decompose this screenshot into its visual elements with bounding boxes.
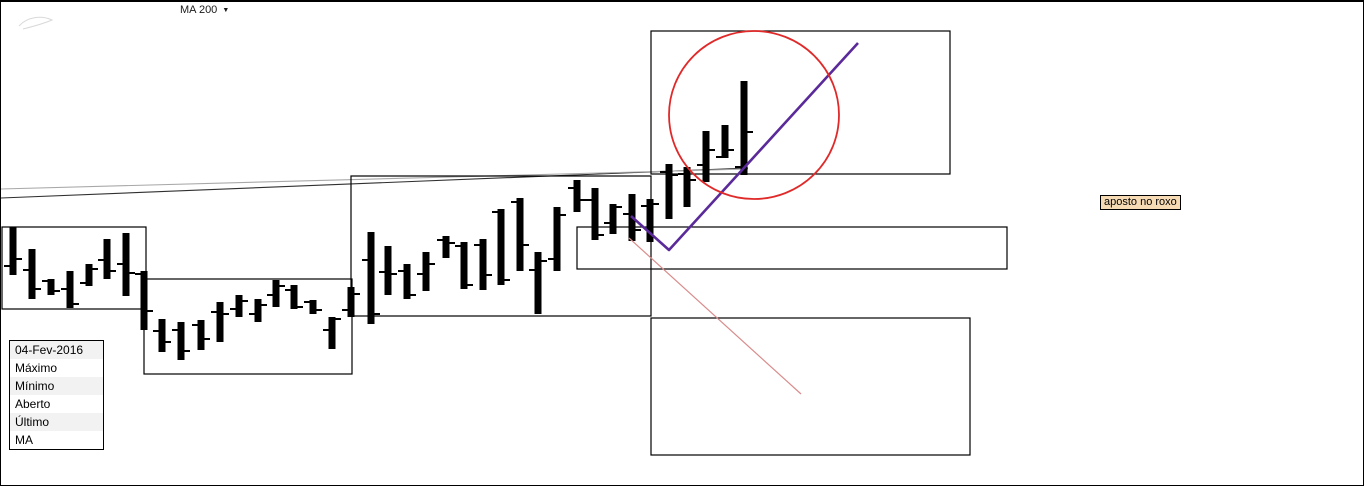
candlestick-bar xyxy=(158,319,166,352)
dropdown-arrow-icon: ▼ xyxy=(222,6,230,14)
candlestick-bar xyxy=(422,252,430,291)
candlestick-bar xyxy=(665,164,673,219)
scribble-mark xyxy=(18,16,54,30)
candlestick-bar xyxy=(683,167,691,207)
candlestick-bar xyxy=(591,188,599,240)
annotation-rectangle[interactable] xyxy=(143,278,353,375)
candlestick-bar xyxy=(534,252,542,314)
ohlc-tooltip-panel: 04-Fev-2016 Máximo Mínimo Aberto Último MA xyxy=(9,340,104,450)
candlestick-bar xyxy=(497,209,505,285)
annotation-red-circle[interactable] xyxy=(668,30,840,200)
trendline-dark xyxy=(1,167,749,199)
candlestick-bar xyxy=(197,320,205,350)
candlestick-bar xyxy=(553,207,561,271)
candlestick-bar xyxy=(442,236,450,258)
candlestick-bar xyxy=(272,280,280,307)
candlestick-bar xyxy=(122,233,130,296)
tooltip-row: 04-Fev-2016 xyxy=(10,341,103,359)
candlestick-bar xyxy=(140,271,148,330)
candlestick-bar xyxy=(28,249,36,299)
annotation-purple-trendline[interactable] xyxy=(630,42,859,252)
candlestick-bar xyxy=(460,242,468,289)
candlestick-bar xyxy=(235,295,243,317)
ma-200-line xyxy=(1,168,749,190)
annotation-note-label[interactable]: aposto no roxo xyxy=(1100,195,1181,210)
candlestick-bar xyxy=(85,264,93,286)
candlestick-bar xyxy=(609,204,617,234)
annotation-rectangle[interactable] xyxy=(350,175,652,317)
annotation-rectangle[interactable] xyxy=(650,317,971,456)
candlestick-bar xyxy=(573,180,581,212)
annotation-rectangle[interactable] xyxy=(576,226,1008,270)
tooltip-row: Aberto xyxy=(15,397,51,411)
candlestick-bar xyxy=(177,322,185,360)
tooltip-row: Mínimo xyxy=(10,377,103,395)
ma-200-selector[interactable]: MA 200 ▼ xyxy=(180,4,229,16)
tooltip-row: MA xyxy=(15,433,33,447)
annotation-rectangle[interactable] xyxy=(1,226,147,310)
candlestick-bar xyxy=(216,302,224,342)
candlestick-bar xyxy=(367,232,375,324)
ma-selector-label: MA 200 xyxy=(180,4,218,16)
candlestick-bar xyxy=(721,125,729,158)
candlestick-bar xyxy=(309,300,317,314)
candlestick-bar xyxy=(328,317,336,349)
candlestick-bar xyxy=(9,227,17,275)
candlestick-bar xyxy=(103,239,111,279)
candlestick-bar xyxy=(254,299,262,322)
candlestick-bar xyxy=(384,246,392,295)
candlestick-bar xyxy=(479,239,487,290)
tooltip-row: Último xyxy=(10,413,103,431)
candlestick-bar xyxy=(403,264,411,299)
candlestick-bar xyxy=(516,198,524,271)
tooltip-row: Máximo xyxy=(15,361,58,375)
candlestick-bar xyxy=(66,271,74,308)
candlestick-bar xyxy=(347,287,355,317)
candlestick-bar xyxy=(740,81,748,175)
annotation-red-line[interactable] xyxy=(628,237,802,395)
candlestick-bar xyxy=(290,285,298,309)
candlestick-bar xyxy=(47,279,55,295)
annotation-rectangle[interactable] xyxy=(650,30,951,175)
candlestick-bar xyxy=(702,131,710,182)
candlestick-bar xyxy=(646,199,654,242)
